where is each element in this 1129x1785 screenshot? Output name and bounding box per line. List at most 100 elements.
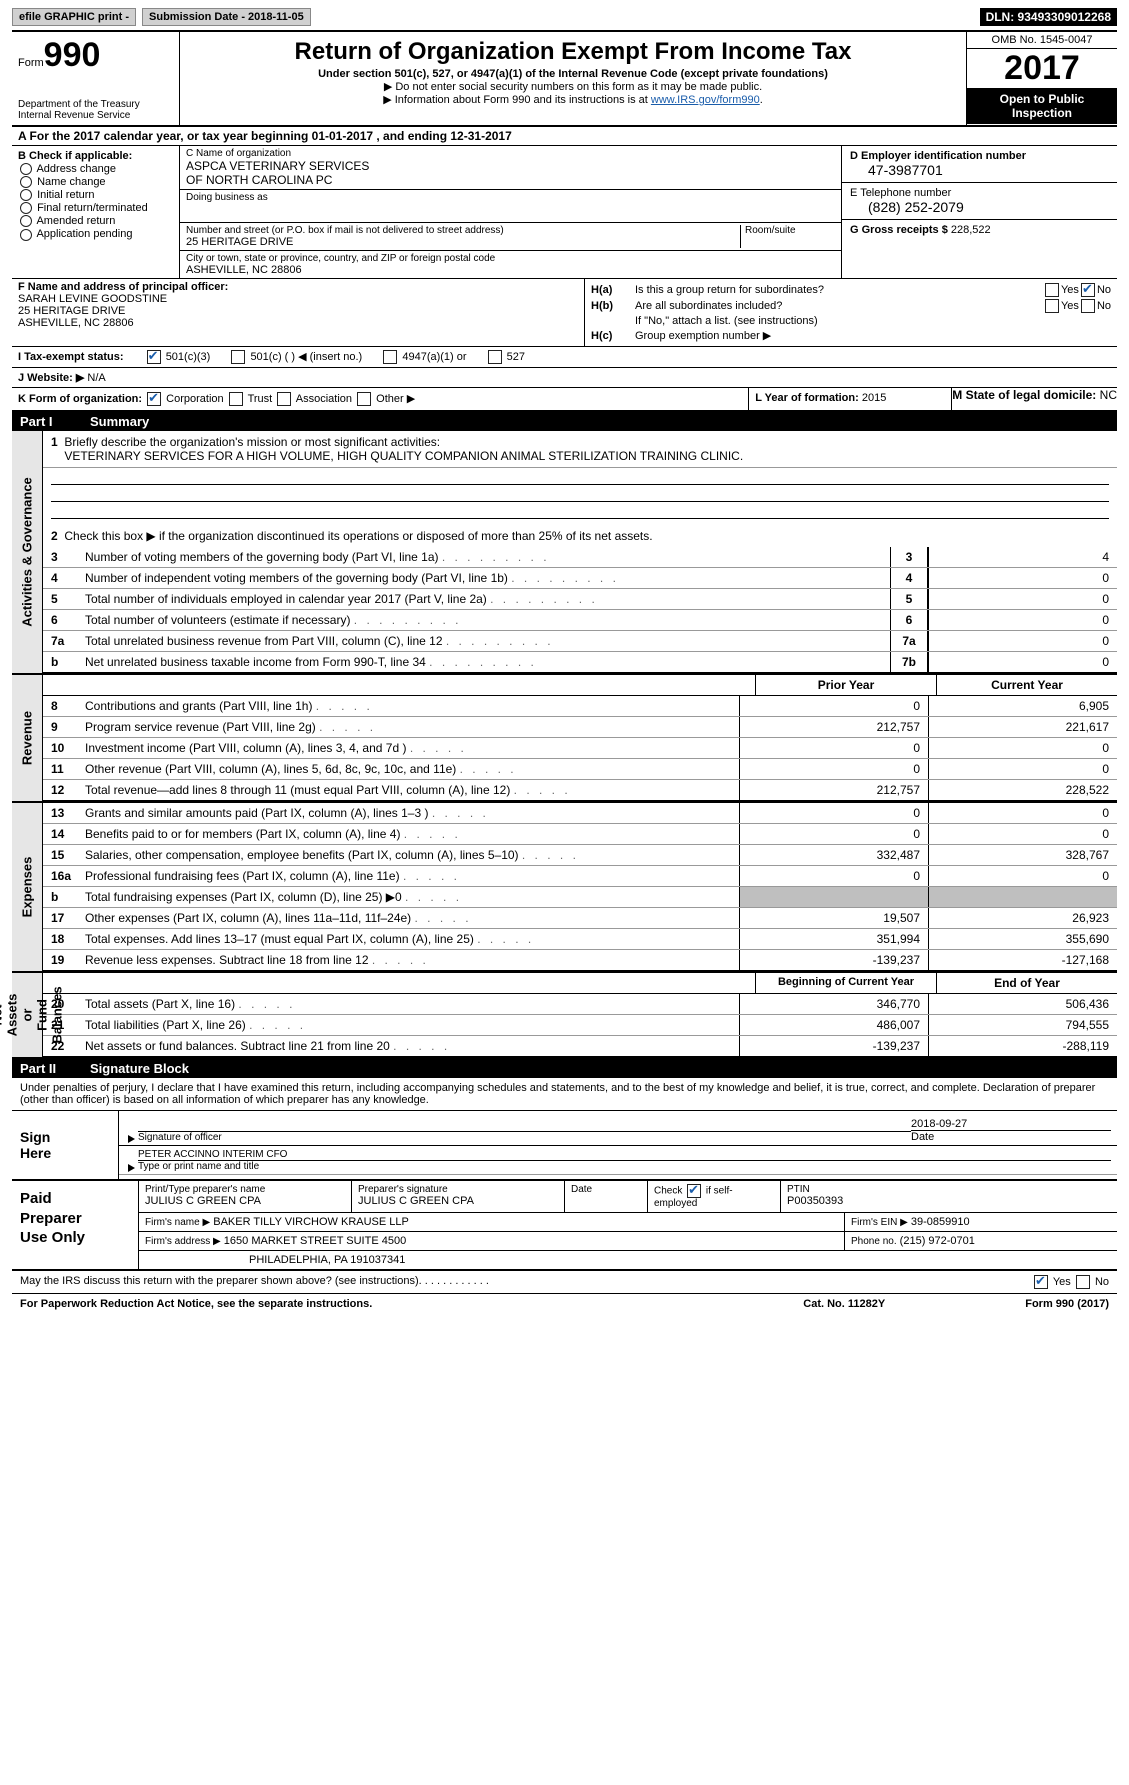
firm-phone-lbl: Phone no. xyxy=(851,1236,897,1247)
prep-sig-lbl: Preparer's signature xyxy=(358,1184,558,1195)
ha-lbl: H(a) xyxy=(591,284,635,296)
line-val: 4 xyxy=(928,547,1117,567)
c-name-lbl: C Name of organization xyxy=(186,148,835,159)
netassets-section: Net Assets or Fund Balances Beginning of… xyxy=(12,973,1117,1059)
hb-lbl: H(b) xyxy=(591,300,635,312)
firm-name: BAKER TILLY VIRCHOW KRAUSE LLP xyxy=(213,1216,409,1228)
association-checkbox[interactable] xyxy=(277,392,291,406)
line-num: 14 xyxy=(43,827,85,841)
current-year-val: 0 xyxy=(928,738,1117,758)
current-year-val: 355,690 xyxy=(928,929,1117,949)
paid-preparer-label: Paid Preparer Use Only xyxy=(12,1181,138,1269)
ha-no-checkbox[interactable] xyxy=(1081,283,1095,297)
current-year-val: 228,522 xyxy=(928,780,1117,800)
col-m: M State of legal domicile: NC xyxy=(952,388,1117,410)
application-pending-radio[interactable] xyxy=(20,229,32,241)
table-row: b Total fundraising expenses (Part IX, c… xyxy=(43,887,1117,908)
amended-return-radio[interactable] xyxy=(20,215,32,227)
no1: No xyxy=(1097,284,1111,296)
prior-year-val: 212,757 xyxy=(739,780,928,800)
corporation-checkbox[interactable] xyxy=(147,392,161,406)
sig-date: 2018-09-27 xyxy=(911,1118,1111,1130)
line-num: 11 xyxy=(43,762,85,776)
prior-year-val: 486,007 xyxy=(739,1015,928,1035)
form-990-page: efile GRAPHIC print - Submission Date - … xyxy=(0,0,1129,1322)
table-row: 15 Salaries, other compensation, employe… xyxy=(43,845,1117,866)
table-row: 4 Number of independent voting members o… xyxy=(43,568,1117,589)
current-year-val: 0 xyxy=(928,803,1117,823)
line-j: J Website: ▶ N/A xyxy=(12,368,1117,388)
line-desc: Grants and similar amounts paid (Part IX… xyxy=(85,804,739,822)
j-lbl: J Website: ▶ xyxy=(18,372,84,384)
hb-no-checkbox[interactable] xyxy=(1081,299,1095,313)
header-right: OMB No. 1545-0047 2017 Open to Public In… xyxy=(966,32,1117,125)
current-year-hdr: Current Year xyxy=(936,675,1117,695)
line-val: 0 xyxy=(928,589,1117,609)
irs-link[interactable]: www.IRS.gov/form990 xyxy=(651,94,760,106)
discuss-no-checkbox[interactable] xyxy=(1076,1275,1090,1289)
col-h: H(a)Is this a group return for subordina… xyxy=(585,279,1117,346)
line-num: 10 xyxy=(43,741,85,755)
open-inspection: Open to Public Inspection xyxy=(967,88,1117,124)
b-header: B Check if applicable: xyxy=(18,150,173,162)
efile-print-button[interactable]: efile GRAPHIC print - xyxy=(12,8,136,26)
4947-checkbox[interactable] xyxy=(383,350,397,364)
line-num: 19 xyxy=(43,953,85,967)
l2-text: Check this box ▶ if the organization dis… xyxy=(64,529,652,543)
501c3-checkbox[interactable] xyxy=(147,350,161,364)
city-val: ASHEVILLE, NC 28806 xyxy=(186,264,835,276)
table-row: 14 Benefits paid to or for members (Part… xyxy=(43,824,1117,845)
e-lbl: E Telephone number xyxy=(850,187,1109,199)
i-lbl: I Tax-exempt status: xyxy=(18,351,124,363)
final-return-radio[interactable] xyxy=(20,202,32,214)
expenses-section: Expenses 13 Grants and similar amounts p… xyxy=(12,803,1117,973)
dln-label: DLN: 93493309012268 xyxy=(980,8,1117,26)
firm-city: PHILADELPHIA, PA 191037341 xyxy=(249,1254,405,1266)
k-o4: Other ▶ xyxy=(376,393,415,405)
ha-yes-checkbox[interactable] xyxy=(1045,283,1059,297)
line-desc: Salaries, other compensation, employee b… xyxy=(85,846,739,864)
col-b: B Check if applicable: Address change Na… xyxy=(12,146,180,278)
501c-checkbox[interactable] xyxy=(231,350,245,364)
mission-blank3 xyxy=(51,502,1109,519)
prior-year-val: 351,994 xyxy=(739,929,928,949)
firm-ein-lbl: Firm's EIN ▶ xyxy=(851,1217,908,1228)
self-employed-checkbox[interactable] xyxy=(687,1184,701,1198)
table-row: 8 Contributions and grants (Part VIII, l… xyxy=(43,696,1117,717)
527-checkbox[interactable] xyxy=(488,350,502,364)
phone-value: (828) 252-2079 xyxy=(850,199,1109,215)
revenue-section: Revenue Prior YearCurrent Year 8 Contrib… xyxy=(12,675,1117,803)
line-num: b xyxy=(43,655,85,669)
k-o2: Trust xyxy=(248,393,273,405)
mission-blank2 xyxy=(51,485,1109,502)
side-revenue-text: Revenue xyxy=(20,711,35,765)
col-d-e-g: D Employer identification number47-39877… xyxy=(842,146,1117,278)
initial-return-radio[interactable] xyxy=(20,189,32,201)
trust-checkbox[interactable] xyxy=(229,392,243,406)
line-desc: Other expenses (Part IX, column (A), lin… xyxy=(85,909,739,927)
yes2: Yes xyxy=(1061,300,1079,312)
mission-blank1 xyxy=(51,468,1109,485)
current-year-val: 0 xyxy=(928,759,1117,779)
typed-name-lbl: Type or print name and title xyxy=(138,1160,1111,1172)
name-change-radio[interactable] xyxy=(20,176,32,188)
arrow-icon2 xyxy=(128,1164,135,1172)
line-box: 4 xyxy=(890,568,928,588)
table-row: 19 Revenue less expenses. Subtract line … xyxy=(43,950,1117,971)
line-i: I Tax-exempt status: 501(c)(3) 501(c) ( … xyxy=(12,347,1117,368)
org-name: ASPCA VETERINARY SERVICES OF NORTH CAROL… xyxy=(186,159,835,187)
discuss-yes-checkbox[interactable] xyxy=(1034,1275,1048,1289)
dots: . . . . . . . . . . . . xyxy=(419,1275,489,1289)
address-change-radio[interactable] xyxy=(20,163,32,175)
form-number: 990 xyxy=(44,36,101,74)
pra-notice: For Paperwork Reduction Act Notice, see … xyxy=(20,1298,372,1310)
dept-label: Department of the Treasury Internal Reve… xyxy=(18,99,173,121)
other-checkbox[interactable] xyxy=(357,392,371,406)
submission-date-button[interactable]: Submission Date - 2018-11-05 xyxy=(142,8,311,26)
side-expenses: Expenses xyxy=(12,803,43,971)
i-o2b: ◀ (insert no.) xyxy=(298,351,362,363)
i-o1: 501(c)(3) xyxy=(166,351,211,363)
line-box: 7b xyxy=(890,652,928,672)
hb-yes-checkbox[interactable] xyxy=(1045,299,1059,313)
line-num: 16a xyxy=(43,869,85,883)
